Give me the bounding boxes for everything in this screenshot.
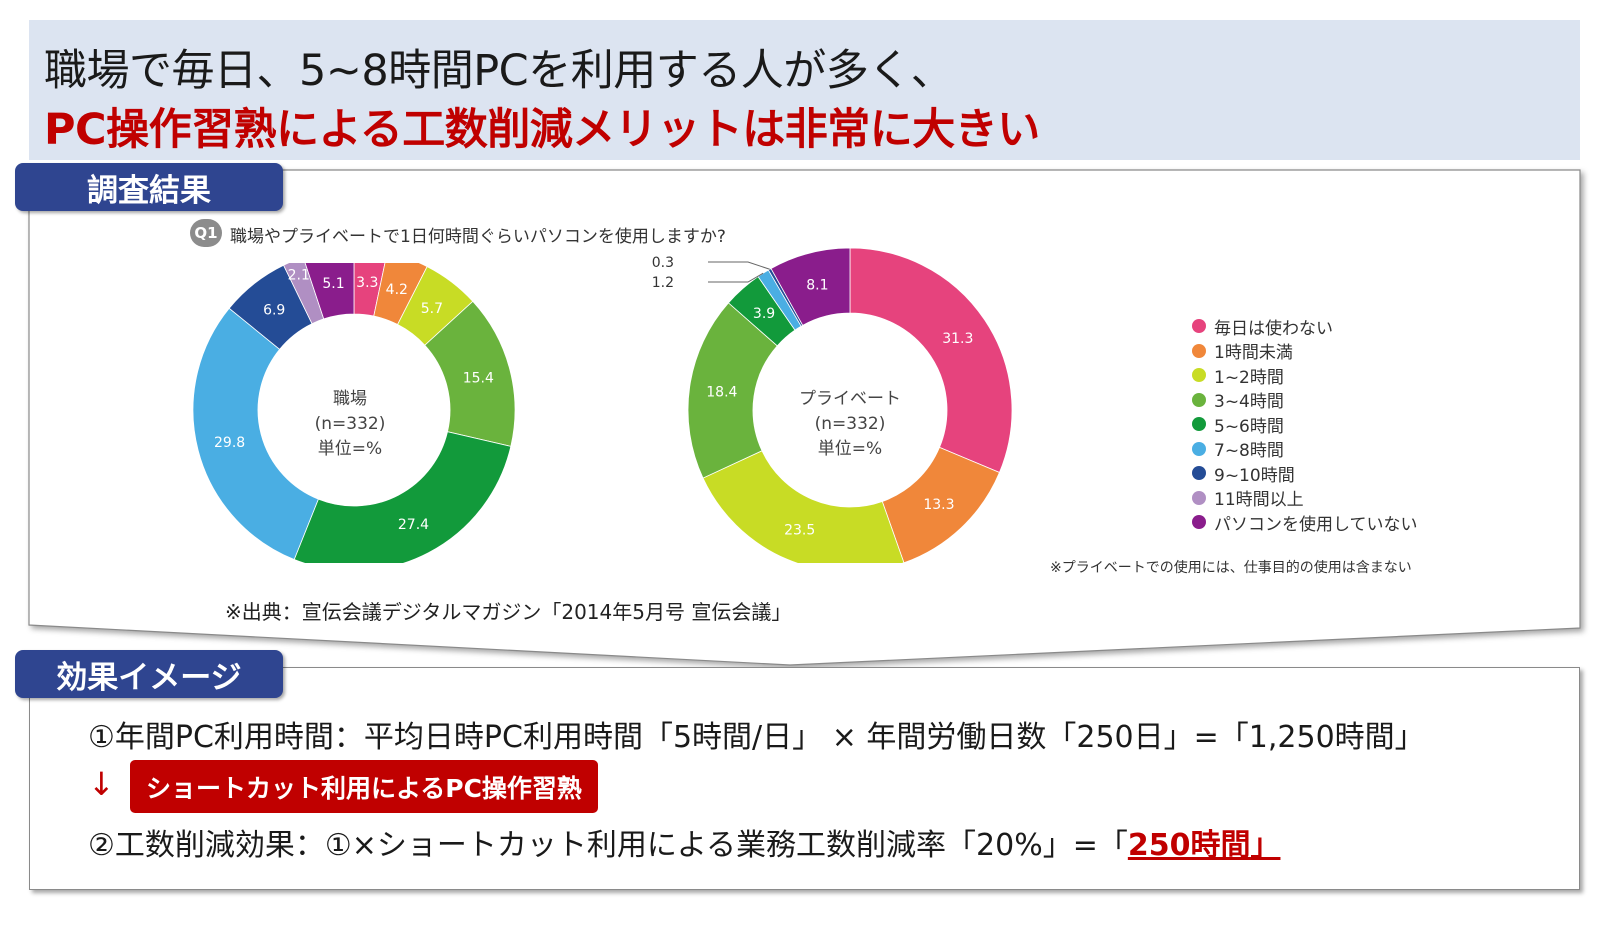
donut-value-label: 3.9: [753, 306, 775, 322]
legend-label: 5~6時間: [1214, 416, 1284, 437]
survey-section-tab: 調査結果: [15, 163, 283, 211]
shortcut-proficiency-label: ショートカット利用によるPC操作習熟: [146, 773, 582, 803]
donut-value-label: 23.5: [784, 522, 815, 538]
donut-value-label: 15.4: [463, 370, 494, 386]
donut-work-center-line1: 職場: [333, 389, 367, 409]
legend-item: 1時間未満: [1192, 339, 1418, 364]
donut-value-label: 8.1: [806, 278, 828, 294]
legend-label: 1時間未満: [1214, 343, 1293, 364]
legend-item: 11時間以上: [1192, 486, 1418, 511]
down-arrow-icon: ↓: [88, 765, 115, 803]
legend-item: 3~4時間: [1192, 388, 1418, 413]
legend-swatch: [1192, 441, 1206, 456]
calc-annual-pc-hours: ①年間PC利用時間：平均日時PC利用時間「5時間/日」 × 年間労働日数「250…: [88, 720, 1425, 755]
legend-item: 5~6時間: [1192, 412, 1418, 437]
page-title: 職場で毎日、5~8時間PCを利用する人が多く、: [44, 46, 954, 96]
legend-item: パソコンを使用していない: [1192, 510, 1418, 535]
donut-value-label: 5.7: [421, 301, 443, 317]
calc-reduction-prefix: ②工数削減効果：①×ショートカット利用による業務工数削減率「20%」=「: [88, 828, 1128, 863]
question-text: 職場やプライベートで1日何時間ぐらいパソコンを使用しますか?: [230, 227, 726, 247]
legend-swatch: [1192, 515, 1206, 530]
legend-item: 毎日は使わない: [1192, 314, 1418, 339]
donut-value-label: 18.4: [706, 384, 737, 400]
donut-value-label: 3.3: [356, 275, 378, 291]
chart-note: ※プライベートでの使用には、仕事目的の使用は含まない: [1050, 560, 1412, 576]
donut-slice: [702, 450, 905, 563]
calc-reduction-effect: ②工数削減効果：①×ショートカット利用による業務工数削減率「20%」=「250時…: [88, 820, 1280, 864]
reduction-result: 250時間: [1127, 828, 1251, 863]
donut-value-label: 31.3: [942, 331, 973, 347]
legend-item: 9~10時間: [1192, 461, 1418, 486]
legend-swatch: [1192, 368, 1206, 383]
legend-swatch: [1192, 392, 1206, 407]
donut-work-center-line3: 単位=%: [317, 439, 383, 459]
donut-private-center-line1: プライベート: [799, 389, 901, 409]
donut-chart-private: 31.3 13.3 23.5 18.4 3.9 8.1 0.3 1.2: [652, 248, 1013, 563]
source-citation: ※出典：宣伝会議デジタルマガジン「2014年5月号 宣伝会議」: [225, 600, 792, 624]
donut-value-label: 4.2: [386, 282, 408, 298]
legend-label: 7~8時間: [1214, 441, 1284, 462]
effect-section-label: 効果イメージ: [56, 659, 242, 696]
donut-work-center-label: 職場 (n=332) 単位=%: [275, 387, 425, 462]
legend-item: 7~8時間: [1192, 437, 1418, 462]
survey-section-label: 調査結果: [87, 172, 211, 209]
callout-label: 0.3: [652, 255, 674, 271]
callout-line: [708, 272, 764, 283]
effect-section-tab: 効果イメージ: [15, 650, 283, 698]
legend-label: 11時間以上: [1214, 490, 1304, 511]
donut-value-label: 6.9: [263, 302, 285, 318]
donut-slice: [304, 263, 355, 320]
reduction-suffix: 」: [1250, 828, 1281, 863]
donut-value-label: 2.1: [288, 267, 310, 283]
legend-swatch: [1192, 466, 1206, 481]
shortcut-proficiency-badge: ショートカット利用によるPC操作習熟: [130, 760, 598, 813]
donut-slice: [849, 248, 1013, 473]
donut-value-label: 29.8: [214, 435, 245, 451]
donut-slice: [192, 307, 319, 561]
donut-private-center-line3: 単位=%: [817, 439, 883, 459]
legend-swatch: [1192, 417, 1206, 432]
page-subtitle: PC操作習熟による工数削減メリットは非常に大きい: [44, 105, 1040, 155]
legend-label: パソコンを使用していない: [1214, 514, 1418, 535]
question-badge: Q1: [190, 219, 222, 247]
callout-label: 1.2: [652, 275, 674, 291]
legend-swatch: [1192, 319, 1206, 334]
legend-label: 9~10時間: [1214, 465, 1295, 486]
chart-legend: 毎日は使わない 1時間未満 1~2時間 3~4時間 5~6時間 7~8時間 9~…: [1192, 314, 1418, 535]
donut-work-center-line2: (n=332): [314, 414, 386, 434]
legend-item: 1~2時間: [1192, 363, 1418, 388]
donut-value-label: 5.1: [322, 276, 344, 292]
legend-swatch: [1192, 490, 1206, 505]
legend-label: 3~4時間: [1214, 392, 1284, 413]
donut-private-center-line2: (n=332): [814, 414, 886, 434]
donut-slice: [770, 248, 851, 326]
legend-swatch: [1192, 343, 1206, 358]
title-band: [29, 20, 1580, 160]
donut-value-label: 27.4: [398, 517, 429, 533]
legend-label: 1~2時間: [1214, 367, 1284, 388]
callout-line: [708, 261, 770, 270]
legend-label: 毎日は使わない: [1214, 318, 1333, 339]
donut-slice: [293, 431, 512, 563]
donut-chart-work: 3.3 4.2 5.7 15.4 27.4 29.8 6.9 2.1 5.1: [192, 263, 516, 563]
donut-value-label: 13.3: [923, 497, 954, 513]
donut-private-center-label: プライベート (n=332) 単位=%: [775, 387, 925, 462]
